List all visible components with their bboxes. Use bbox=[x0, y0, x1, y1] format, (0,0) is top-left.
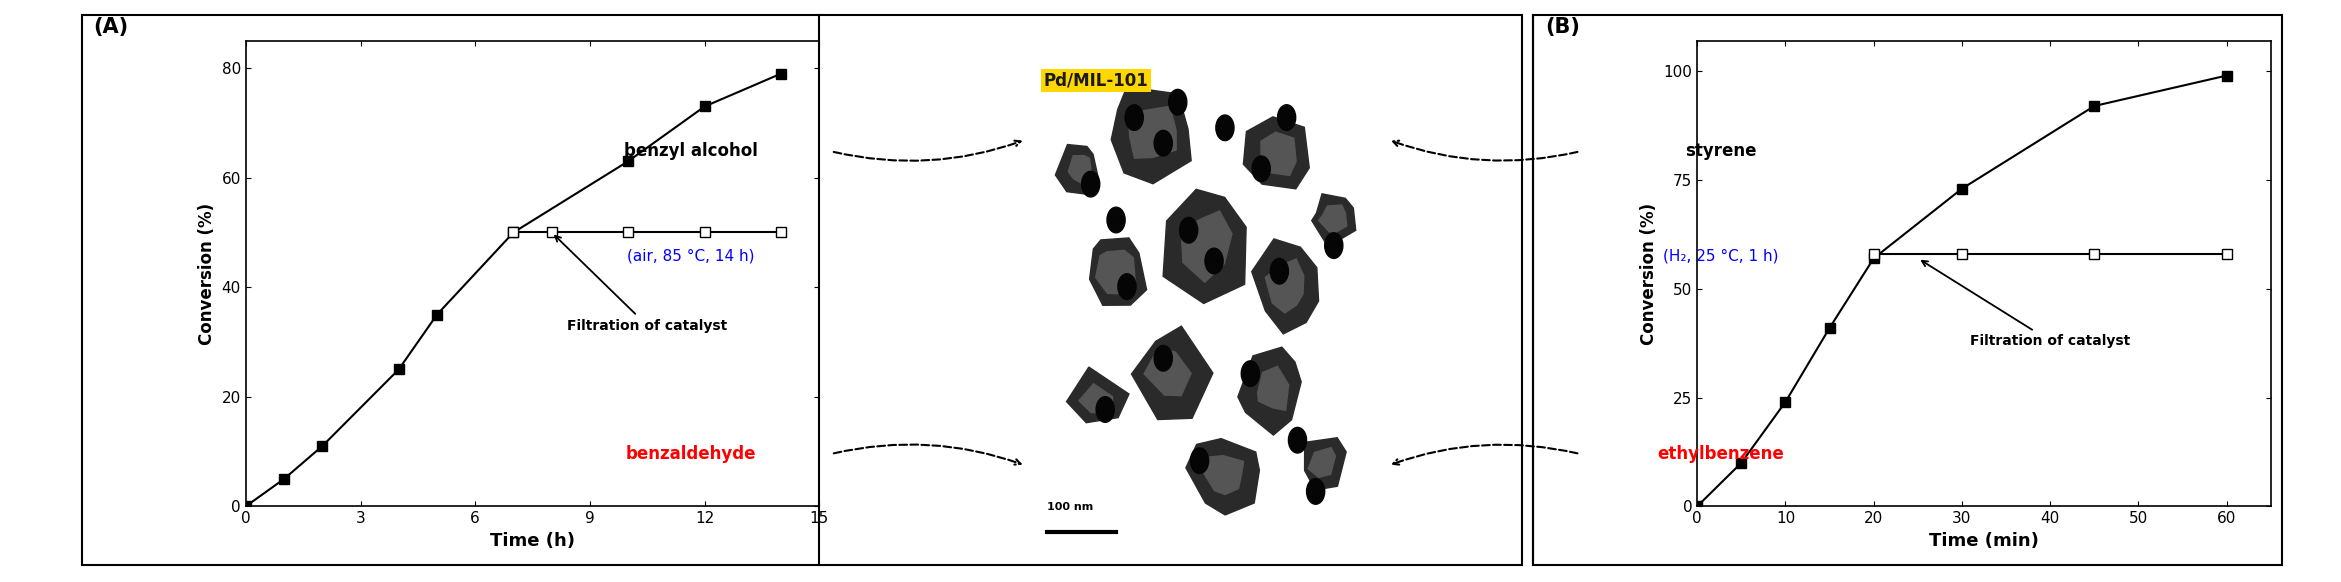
Text: Filtration of catalyst: Filtration of catalyst bbox=[555, 236, 728, 332]
Circle shape bbox=[1241, 361, 1259, 386]
Text: (air, 85 °C, 14 h): (air, 85 °C, 14 h) bbox=[627, 249, 754, 264]
Polygon shape bbox=[1089, 238, 1147, 306]
Polygon shape bbox=[1145, 347, 1192, 396]
Polygon shape bbox=[1187, 439, 1259, 515]
Y-axis label: Conversion (%): Conversion (%) bbox=[1641, 203, 1657, 345]
Text: (H₂, 25 °C, 1 h): (H₂, 25 °C, 1 h) bbox=[1662, 249, 1779, 264]
Polygon shape bbox=[1238, 347, 1302, 435]
Circle shape bbox=[1126, 105, 1142, 130]
Circle shape bbox=[1154, 130, 1173, 156]
Circle shape bbox=[1192, 448, 1208, 474]
Text: (A): (A) bbox=[94, 17, 129, 37]
Circle shape bbox=[1119, 274, 1135, 299]
Polygon shape bbox=[1252, 239, 1318, 334]
Polygon shape bbox=[1318, 205, 1346, 232]
Polygon shape bbox=[1128, 107, 1175, 158]
Polygon shape bbox=[1182, 211, 1231, 282]
Polygon shape bbox=[1262, 132, 1297, 176]
Circle shape bbox=[1288, 427, 1306, 453]
Polygon shape bbox=[1131, 326, 1213, 420]
Polygon shape bbox=[1203, 456, 1243, 495]
Polygon shape bbox=[1096, 250, 1135, 294]
Circle shape bbox=[1096, 397, 1114, 423]
Circle shape bbox=[1154, 346, 1173, 371]
X-axis label: Time (h): Time (h) bbox=[489, 532, 576, 550]
Text: benzyl alcohol: benzyl alcohol bbox=[623, 143, 758, 160]
Polygon shape bbox=[1304, 438, 1346, 490]
Circle shape bbox=[1206, 248, 1222, 274]
Polygon shape bbox=[1257, 366, 1288, 410]
Text: styrene: styrene bbox=[1686, 143, 1756, 160]
Polygon shape bbox=[1112, 87, 1192, 184]
Circle shape bbox=[1306, 478, 1325, 504]
Circle shape bbox=[1271, 258, 1288, 284]
Text: (B): (B) bbox=[1545, 17, 1580, 37]
Polygon shape bbox=[1163, 189, 1245, 303]
Text: 100 nm: 100 nm bbox=[1046, 502, 1093, 512]
Y-axis label: Conversion (%): Conversion (%) bbox=[199, 203, 215, 345]
Polygon shape bbox=[1243, 117, 1309, 189]
Polygon shape bbox=[1079, 384, 1112, 413]
Polygon shape bbox=[1056, 144, 1100, 194]
Text: Pd/MIL-101: Pd/MIL-101 bbox=[1044, 72, 1147, 90]
Circle shape bbox=[1215, 115, 1234, 141]
Polygon shape bbox=[1266, 259, 1304, 313]
Text: benzaldehyde: benzaldehyde bbox=[625, 445, 756, 463]
Circle shape bbox=[1180, 218, 1199, 243]
Circle shape bbox=[1252, 156, 1271, 182]
Polygon shape bbox=[1067, 367, 1128, 423]
Polygon shape bbox=[1067, 155, 1091, 184]
Circle shape bbox=[1325, 233, 1344, 258]
Circle shape bbox=[1082, 171, 1100, 197]
Text: Filtration of catalyst: Filtration of catalyst bbox=[1922, 261, 2130, 348]
Polygon shape bbox=[1309, 448, 1334, 477]
Text: ethylbenzene: ethylbenzene bbox=[1657, 445, 1784, 463]
Polygon shape bbox=[1311, 194, 1355, 242]
Circle shape bbox=[1107, 207, 1126, 233]
Circle shape bbox=[1278, 105, 1295, 130]
Circle shape bbox=[1168, 90, 1187, 115]
X-axis label: Time (min): Time (min) bbox=[1929, 532, 2039, 550]
